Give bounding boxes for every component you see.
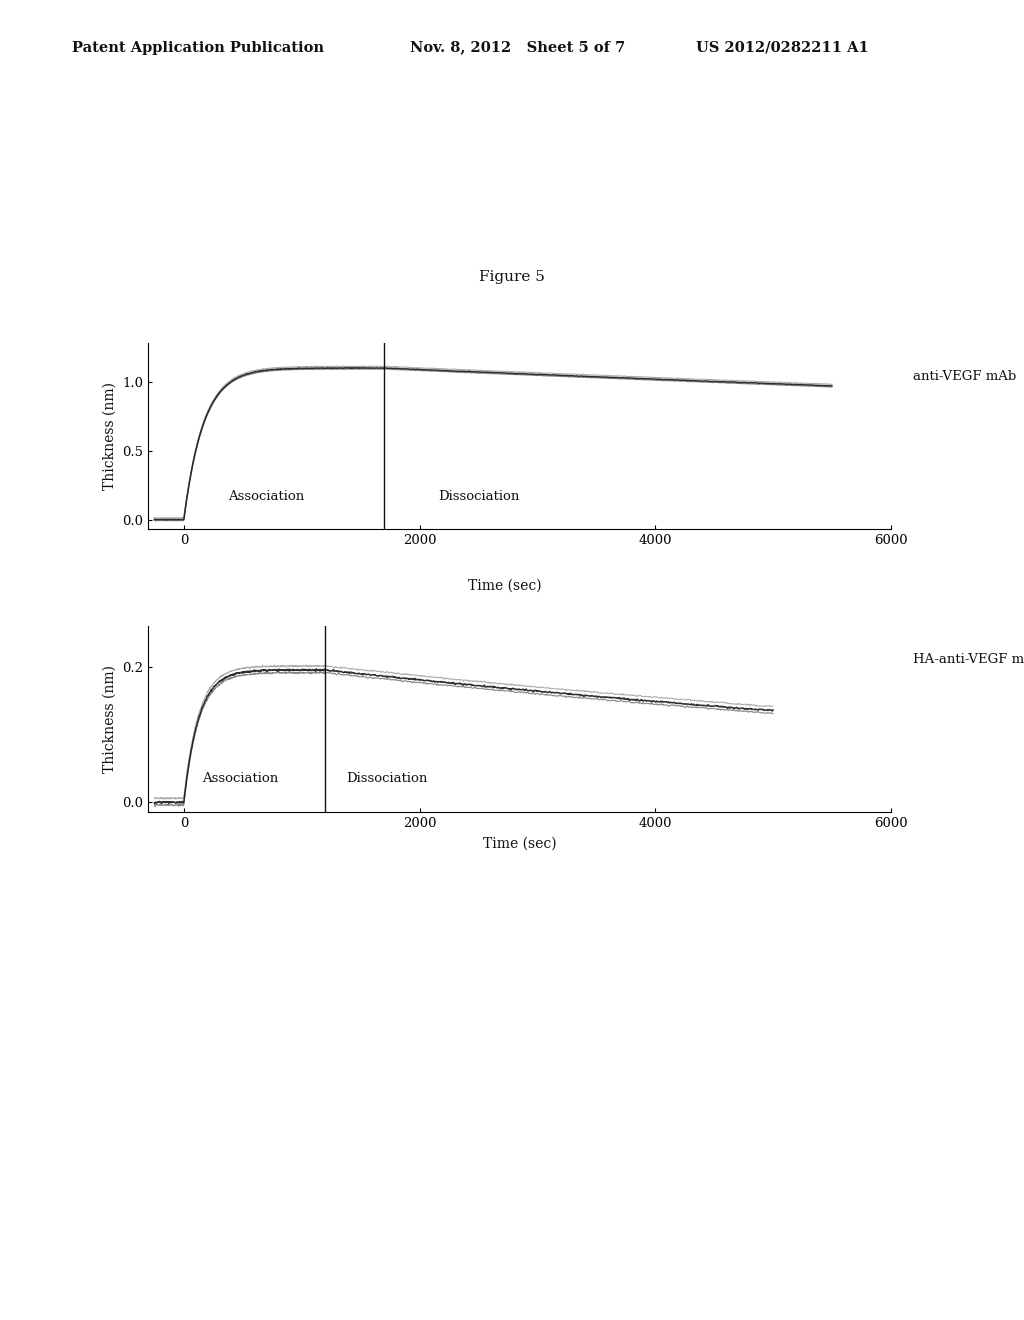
X-axis label: Time (sec): Time (sec) [483, 837, 556, 850]
Text: Figure 5: Figure 5 [479, 271, 545, 284]
Text: Time (sec): Time (sec) [468, 578, 542, 593]
Text: Dissociation: Dissociation [437, 490, 519, 503]
Text: Patent Application Publication: Patent Application Publication [72, 41, 324, 54]
Text: anti-VEGF mAb: anti-VEGF mAb [913, 370, 1017, 383]
Text: Association: Association [203, 772, 279, 785]
Text: Nov. 8, 2012   Sheet 5 of 7: Nov. 8, 2012 Sheet 5 of 7 [410, 41, 625, 54]
Text: HA-anti-VEGF mAb: HA-anti-VEGF mAb [913, 653, 1024, 665]
Y-axis label: Thickness (nm): Thickness (nm) [103, 383, 117, 490]
Text: Dissociation: Dissociation [346, 772, 428, 785]
Text: Association: Association [228, 490, 304, 503]
Y-axis label: Thickness (nm): Thickness (nm) [103, 665, 117, 772]
Text: US 2012/0282211 A1: US 2012/0282211 A1 [696, 41, 869, 54]
